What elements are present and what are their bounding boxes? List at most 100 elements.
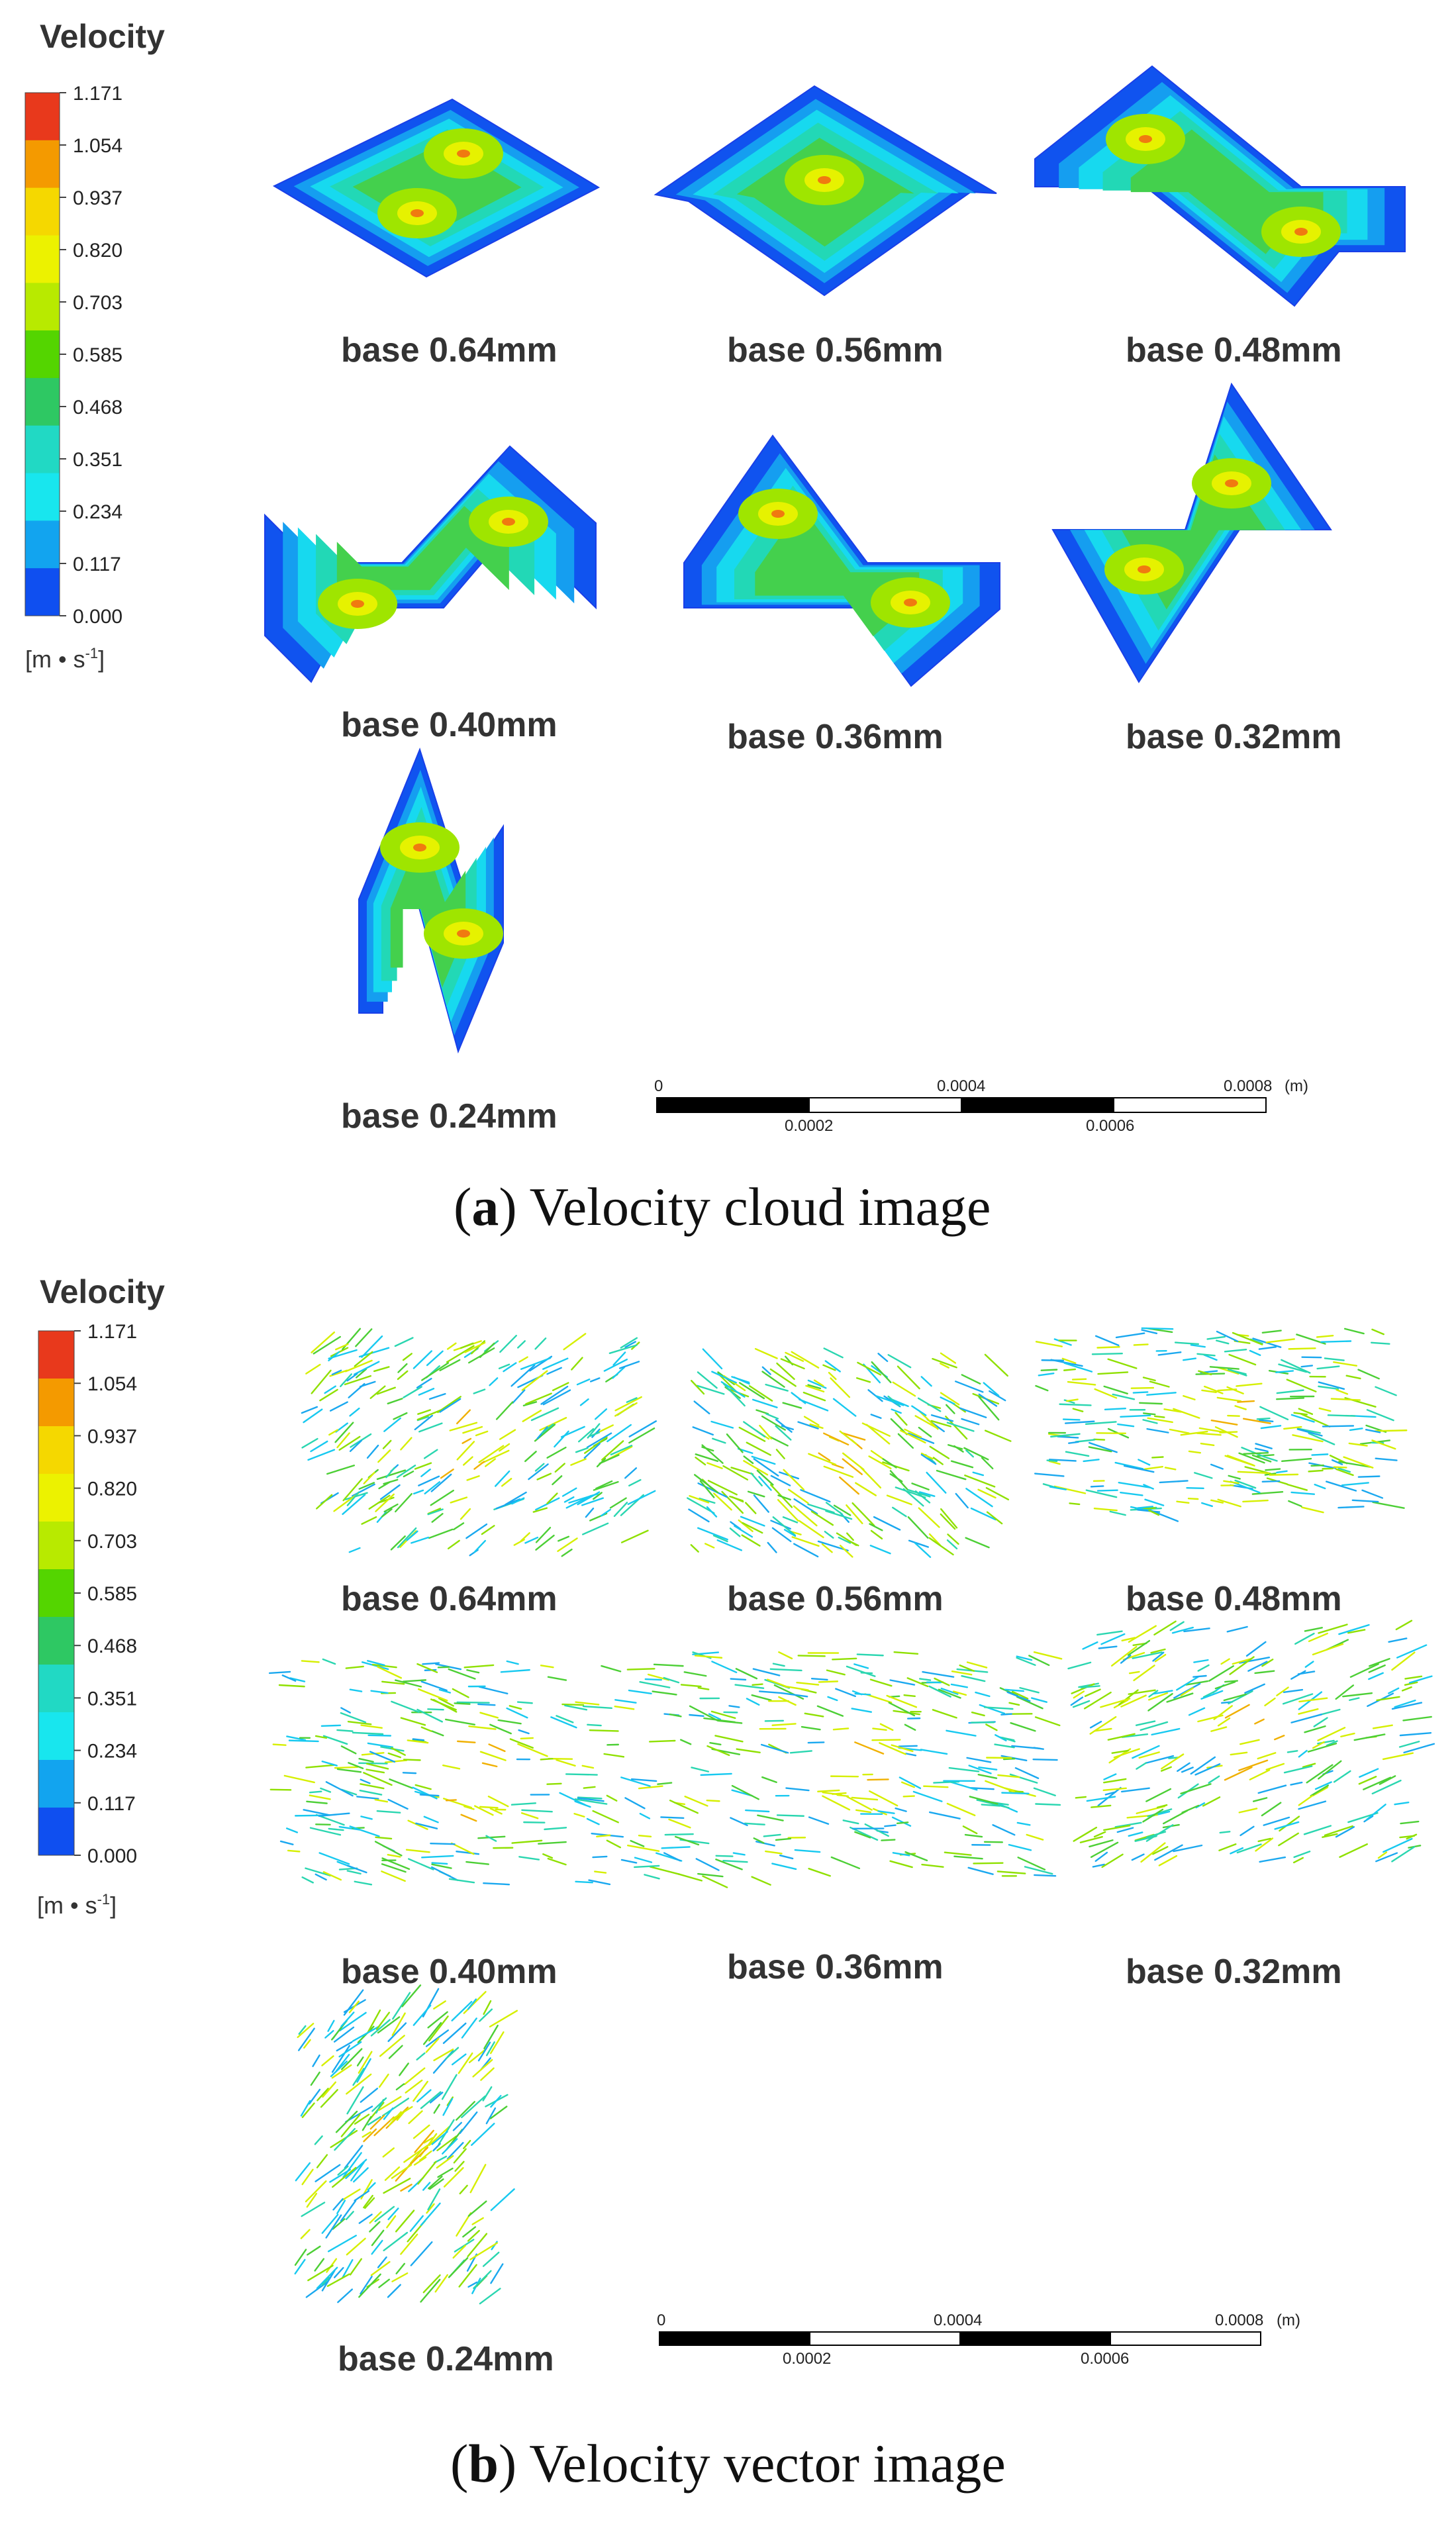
vector-arrow: [955, 1381, 984, 1393]
vector-arrow: [1298, 1708, 1319, 1715]
vector-arrow: [383, 1417, 401, 1432]
vector-arrow: [460, 1508, 471, 1520]
vector-arrow: [1261, 1480, 1281, 1483]
vector-arrow: [361, 1516, 377, 1525]
vector-arrow: [793, 1505, 818, 1527]
vector-arrow: [564, 1704, 588, 1711]
vector-arrow: [1304, 1661, 1314, 1668]
vector-arrow: [1318, 1407, 1332, 1412]
vector-arrow: [1326, 1480, 1357, 1492]
vector-arrow: [839, 1476, 859, 1495]
vector-arrow: [376, 1810, 401, 1814]
vector-arrow: [1220, 1658, 1230, 1665]
legend-tick-label: 0.234: [87, 1741, 137, 1763]
vector-arrow: [906, 1677, 929, 1688]
vector-arrow: [536, 1473, 552, 1480]
legend-swatch-5: [38, 1569, 74, 1618]
vector-arrow: [1014, 1767, 1040, 1779]
vector-arrow: [693, 1474, 719, 1494]
vector-arrow: [893, 1651, 919, 1655]
vector-arrow: [986, 1511, 1003, 1525]
vector-arrow: [397, 1363, 408, 1373]
vector-arrow: [1265, 1763, 1285, 1770]
vector-arrow: [481, 1525, 495, 1535]
vector-arrow: [1094, 1388, 1118, 1399]
cloud-056: [654, 85, 997, 297]
vector-arrow: [345, 1665, 364, 1669]
vector-arrow: [420, 2202, 441, 2226]
vector-arrow: [1324, 1357, 1345, 1361]
vector-arrow: [895, 1412, 908, 1426]
vector-arrow: [595, 1480, 613, 1490]
vector-arrow: [395, 2262, 406, 2274]
vector-arrow: [612, 1351, 626, 1366]
vector-arrow: [895, 1807, 907, 1812]
vector-arrow: [1171, 1626, 1194, 1634]
vector-arrow: [870, 1529, 883, 1540]
vector-arrow: [783, 1469, 805, 1491]
vector-arrow: [395, 2209, 415, 2233]
vector-arrow: [1083, 1459, 1100, 1463]
vector-arrow: [389, 1778, 413, 1789]
vector-arrow: [283, 1774, 315, 1784]
vector-arrow: [1104, 1407, 1126, 1411]
vector-arrow: [967, 1867, 994, 1875]
vector-arrow: [415, 1822, 438, 1829]
vector-arrow: [846, 1532, 854, 1541]
cloud-032-hot-core-1: [1225, 479, 1238, 487]
vector-arrow: [1069, 1502, 1081, 1506]
vector-arrow: [1071, 1378, 1087, 1381]
vector-arrow: [1312, 1741, 1326, 1749]
vector-arrow: [348, 2000, 360, 2013]
vector-arrow: [1121, 1637, 1136, 1642]
vector-arrow: [379, 1484, 401, 1500]
vector-arrow: [1088, 1446, 1112, 1453]
vector-arrow: [1049, 1486, 1067, 1490]
vector-arrow: [797, 1655, 826, 1657]
vector-arrow: [420, 1469, 431, 1477]
vector-arrow: [463, 1806, 475, 1810]
vector-arrow: [420, 1726, 432, 1732]
vector-arrow: [946, 1802, 976, 1816]
vector-arrow: [720, 1381, 746, 1398]
vector-arrow: [1202, 1796, 1221, 1807]
vector-arrow: [886, 1494, 912, 1506]
vector-arrow: [324, 1385, 336, 1394]
vector-arrow: [1275, 1370, 1294, 1373]
vector-arrow: [442, 2138, 458, 2155]
vector-arrow: [360, 2275, 373, 2295]
vector-arrow: [946, 1422, 975, 1432]
vector-arrow: [680, 1684, 702, 1688]
vector-arrow: [822, 1364, 836, 1371]
vector-arrow: [354, 1351, 373, 1367]
vector-arrow: [740, 1516, 765, 1527]
vector-arrow: [1213, 1705, 1234, 1720]
vector-arrow: [454, 2160, 465, 2172]
vector-arrow: [307, 1449, 336, 1461]
vector-arrow: [807, 1503, 835, 1514]
vector-arrow: [520, 1357, 552, 1370]
vector-arrow: [1100, 1698, 1131, 1708]
vector-arrow: [892, 1852, 910, 1857]
vector-arrow: [310, 2071, 320, 2086]
vector-arrow: [358, 2213, 373, 2224]
vector-arrow: [1154, 1653, 1167, 1663]
vector-arrow: [1173, 1682, 1201, 1699]
vector-arrow: [760, 1743, 789, 1754]
vector-arrow: [582, 1522, 609, 1535]
legend-swatch-4: [38, 1522, 74, 1570]
vector-arrow: [751, 1876, 771, 1886]
vector-arrow: [333, 2026, 355, 2043]
vector-arrow: [429, 2092, 444, 2104]
vector-arrow: [557, 1537, 578, 1552]
vector-arrow: [546, 1492, 558, 1504]
vector-arrow: [322, 2081, 336, 2098]
legend-swatch-0: [25, 93, 60, 141]
vector-arrow: [793, 1498, 818, 1515]
vector-arrow: [914, 1542, 932, 1558]
vector-arrow: [1094, 1851, 1108, 1863]
vector-arrow: [966, 1757, 992, 1763]
vector-arrow: [796, 1681, 820, 1686]
vector-arrow: [761, 1415, 786, 1431]
vector-arrow: [1109, 1510, 1126, 1516]
